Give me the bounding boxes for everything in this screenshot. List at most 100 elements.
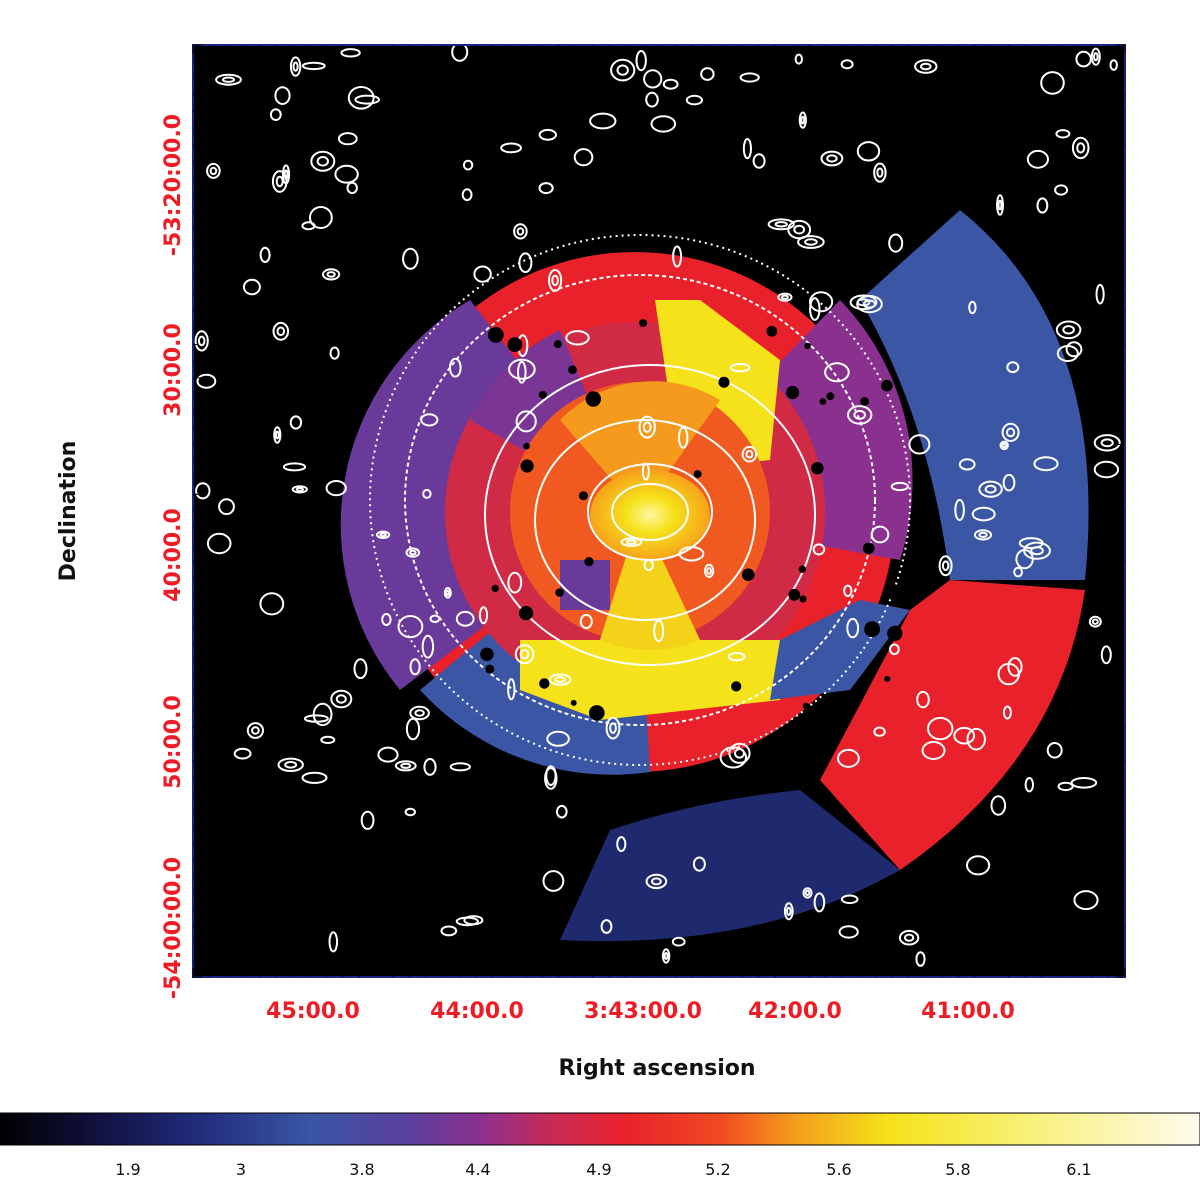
point-source-contour [377, 746, 399, 763]
point-source-contour [1046, 742, 1063, 759]
point-source-contour [402, 247, 419, 270]
point-source-contour [890, 481, 909, 492]
point-source-contour [968, 300, 977, 315]
point-source-contour [274, 86, 291, 105]
point-source-contour [548, 673, 572, 686]
point-source-contour [538, 182, 554, 195]
point-source-contour [346, 181, 358, 195]
point-source-contour-inner [1076, 142, 1086, 154]
point-source-contour [1100, 645, 1112, 665]
point-source-contour [478, 606, 489, 625]
x-tick-label-5: 41:00.0 [921, 999, 1015, 1024]
colorbar-tick-7: 5.6 [826, 1160, 851, 1179]
contour-far [369, 234, 911, 766]
point-source-contour [873, 726, 886, 737]
point-source-contour-inner [221, 76, 236, 83]
point-source-contour-inner [276, 326, 286, 337]
point-source-contour-inner [786, 906, 792, 916]
point-source-contour [703, 563, 715, 579]
point-source-contour [282, 462, 307, 472]
point-source-contour [329, 346, 340, 360]
point-source-contour-inner [774, 221, 788, 228]
point-source-contour [1090, 47, 1101, 66]
point-source-contour [809, 291, 834, 313]
point-source-contour-inner [284, 761, 298, 769]
point-source-contour-inner [826, 154, 838, 163]
point-source-contour-inner [920, 62, 932, 71]
point-source-contour [1071, 136, 1090, 160]
point-source-contour [610, 58, 636, 82]
point-source-contour [638, 415, 656, 439]
point-source-contour [455, 610, 475, 627]
masked-point-source [881, 379, 893, 392]
point-source-contour-inner [275, 175, 284, 188]
point-source-contour [517, 360, 527, 384]
point-source-contour-inner [274, 430, 280, 440]
masked-point-source [538, 390, 547, 399]
point-source-contour [1095, 283, 1105, 305]
masked-point-source [570, 699, 577, 706]
point-source-contour [641, 462, 650, 481]
point-source-contour [1002, 473, 1016, 492]
masked-point-source [555, 588, 564, 597]
point-source-contour [325, 480, 347, 497]
masked-point-source [693, 470, 702, 479]
point-source-contour [605, 716, 621, 740]
point-source-contour [783, 902, 794, 921]
point-source-contour [215, 73, 242, 86]
point-source-contour-inner [984, 484, 997, 494]
colorbar-tick-9: 6.1 [1066, 1160, 1091, 1179]
point-source-contour [820, 150, 844, 167]
point-source-contour [767, 218, 795, 231]
point-source-contour [353, 658, 368, 680]
point-source-contour-inner [745, 449, 754, 459]
point-source-contour [1033, 456, 1059, 472]
point-source-contour-inner [793, 224, 806, 235]
point-source-contour [462, 159, 474, 171]
masked-point-source [819, 398, 827, 405]
point-source-contour [259, 246, 271, 263]
point-source-contour [194, 330, 209, 352]
point-source-contour [620, 537, 643, 547]
point-source-contour [196, 373, 217, 389]
point-source-contour [1056, 345, 1079, 362]
colorbar-tick-6: 5.2 [705, 1160, 730, 1179]
masked-point-source [584, 557, 594, 567]
point-source-contour [802, 887, 813, 899]
point-source-contour [589, 112, 617, 130]
point-source-contour-inner [516, 227, 525, 236]
masked-point-source [520, 459, 534, 473]
point-source-contour [269, 108, 282, 121]
point-source-contour [233, 747, 252, 760]
masked-point-source [718, 376, 730, 388]
point-source-contour [797, 235, 825, 249]
point-source-contour [420, 413, 439, 427]
point-source-contour [824, 362, 850, 383]
point-source-contour [643, 69, 663, 89]
point-source-contour-inner [616, 64, 629, 76]
masked-point-source [553, 340, 562, 349]
masked-point-source [507, 337, 523, 352]
point-source-contour [1026, 149, 1050, 169]
point-source-contour [843, 584, 853, 597]
point-source-contour [692, 856, 706, 872]
point-source-contour-inner [295, 487, 304, 492]
point-source-contour [218, 498, 235, 516]
point-source-contour [309, 206, 333, 229]
point-source-contour-inner [519, 649, 530, 660]
point-source-contour [515, 410, 537, 433]
point-source-contour [645, 873, 668, 890]
point-source-contour-inner [1006, 427, 1016, 438]
point-source-contour [360, 810, 375, 830]
point-source-contour [455, 916, 479, 927]
point-source-contour [635, 50, 647, 72]
point-source-contour [729, 363, 751, 373]
colorbar-gradient [0, 1112, 1200, 1146]
point-source-contour [573, 148, 594, 167]
masked-point-source [884, 675, 891, 682]
point-source-contour [206, 162, 221, 179]
point-source-contour [1057, 781, 1074, 792]
point-source-contour [449, 762, 471, 772]
masked-point-source [864, 621, 880, 638]
point-source-contour [966, 855, 991, 876]
